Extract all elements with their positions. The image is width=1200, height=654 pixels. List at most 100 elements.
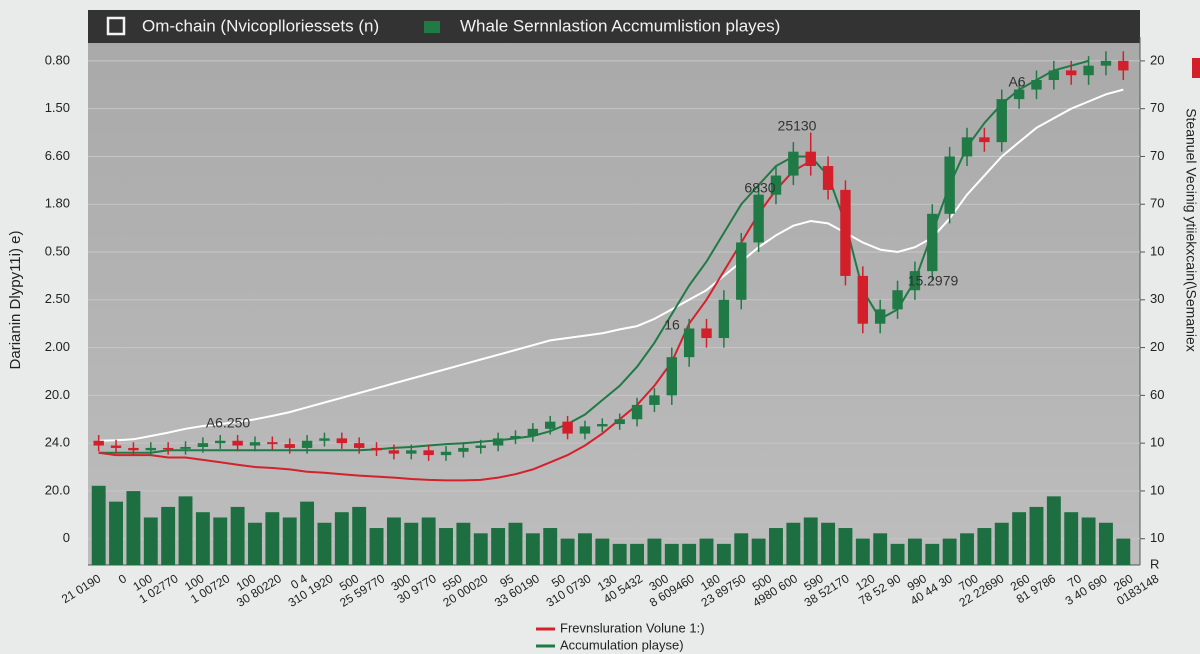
y2-tick-label: 20 xyxy=(1150,52,1164,67)
candle-body xyxy=(892,290,903,310)
candle-body xyxy=(770,175,782,195)
checkbox-icon xyxy=(106,16,126,36)
legend-label: Accumulation playse) xyxy=(560,637,684,652)
volume-bar xyxy=(126,491,141,565)
annotation: 25130 xyxy=(778,118,817,134)
volume-bar xyxy=(439,528,453,565)
candle-body xyxy=(1048,70,1060,81)
candle-body xyxy=(788,151,799,176)
volume-bar xyxy=(248,522,262,565)
candle-body xyxy=(545,421,556,429)
series-line xyxy=(98,160,812,482)
volume-bar xyxy=(421,517,436,565)
candle-body xyxy=(683,328,695,358)
candle-body xyxy=(649,395,660,405)
candle-body xyxy=(249,442,261,446)
volume-bar xyxy=(195,512,210,565)
y-tick-label: 24.0 xyxy=(45,435,70,450)
candle-body xyxy=(718,299,730,339)
volume-bar xyxy=(1116,538,1131,565)
x-tick-label: 21 0190 xyxy=(59,571,103,606)
volume-bar xyxy=(1064,512,1079,565)
volume-bar xyxy=(560,538,575,565)
volume-bar xyxy=(595,538,610,565)
candle-body xyxy=(319,438,330,441)
volume-bar xyxy=(838,528,853,565)
volume-bar xyxy=(647,538,662,565)
volume-bar xyxy=(734,533,749,565)
annotation: A6.250 xyxy=(206,415,251,431)
candle-body xyxy=(492,438,504,446)
y-tick-label: 6.60 xyxy=(45,148,70,163)
candle-body xyxy=(597,424,608,427)
candle-body xyxy=(736,242,747,300)
candle-body xyxy=(562,421,573,434)
volume-bar xyxy=(1099,522,1113,565)
volume-bar xyxy=(699,538,714,565)
volume-bar xyxy=(491,528,506,565)
volume-bar xyxy=(1012,512,1027,565)
y2-tick-label: 70 xyxy=(1150,196,1164,211)
side-marker xyxy=(1192,58,1200,78)
candle-body xyxy=(996,99,1007,143)
series-line xyxy=(98,59,1089,454)
volume-bar xyxy=(769,528,783,565)
y-tick-label: 2.00 xyxy=(45,339,70,354)
volume-bar xyxy=(716,543,731,565)
candle-body xyxy=(128,447,139,451)
y2-tick-label: 70 xyxy=(1150,148,1164,163)
candle-body xyxy=(1118,60,1129,71)
annotation: 15.2979 xyxy=(908,273,959,289)
candle-body xyxy=(874,309,886,324)
candle-body xyxy=(822,166,834,190)
candle-body xyxy=(961,137,973,157)
volume-bar xyxy=(352,506,367,565)
y2-tick-label: 10 xyxy=(1150,243,1164,258)
volume-bar xyxy=(1081,517,1096,565)
volume-bar xyxy=(404,522,419,565)
candle-body xyxy=(284,444,295,448)
annotation: 6830 xyxy=(744,180,775,196)
volume-bar xyxy=(265,512,280,565)
candle-body xyxy=(1066,70,1077,76)
volume-bar xyxy=(456,522,471,565)
candle-body xyxy=(631,404,643,420)
candle-body xyxy=(944,156,955,214)
volume-bar xyxy=(942,538,957,565)
volume-bar xyxy=(977,528,992,565)
volume-bar xyxy=(317,522,332,565)
volume-bar xyxy=(1029,506,1044,565)
candle-body xyxy=(857,275,869,324)
y2-axis-title: Steanuel Vecinig ytiiekxcain(\Semaniex xyxy=(1183,108,1199,352)
y-tick-label: 0 xyxy=(63,530,70,545)
volume-bar xyxy=(630,543,644,565)
chart-title: Om-chain (Nvicoplloriessets (n) xyxy=(142,16,379,35)
volume-bar xyxy=(855,538,870,565)
y-tick-label: 0.80 xyxy=(45,52,70,67)
candle-body xyxy=(527,428,539,436)
candle-body xyxy=(510,435,521,439)
candle-body xyxy=(110,445,122,448)
y2-tick-label: 10 xyxy=(1150,530,1164,545)
volume-bar xyxy=(907,538,922,565)
candle-body xyxy=(232,440,243,446)
candle-body xyxy=(388,450,400,454)
volume-bar xyxy=(873,533,888,565)
volume-bar xyxy=(786,522,801,565)
y2-tick-label: 70 xyxy=(1150,100,1164,115)
volume-bar xyxy=(178,496,193,565)
candle-body xyxy=(93,440,104,446)
candle-body xyxy=(475,445,486,448)
volume-bar xyxy=(960,533,974,565)
candle-body xyxy=(1013,89,1025,100)
volume-bar xyxy=(612,543,627,565)
volume-bar xyxy=(369,528,384,565)
y2-tick-label: 10 xyxy=(1150,482,1164,497)
volume-bar xyxy=(994,522,1009,565)
y-tick-label: 1.80 xyxy=(45,196,70,211)
candle-body xyxy=(458,447,469,452)
candle-body xyxy=(371,447,382,451)
candle-body xyxy=(440,451,452,456)
volume-bar xyxy=(161,506,176,565)
